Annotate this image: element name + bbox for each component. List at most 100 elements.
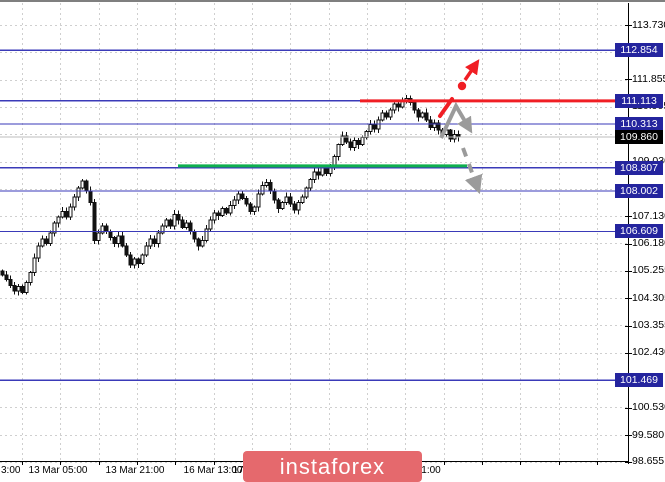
- candle-body: [20, 286, 25, 294]
- candle-body: [136, 258, 141, 265]
- candle-body: [364, 131, 369, 138]
- candle-body: [424, 112, 429, 121]
- candle-body: [216, 212, 221, 217]
- candle-body: [344, 135, 349, 143]
- price-level-badge: 108.002: [615, 184, 663, 199]
- candle-body: [264, 181, 269, 186]
- candle-body: [8, 278, 13, 286]
- y-tick-label: 105.255: [632, 264, 665, 277]
- candle-body: [40, 238, 45, 247]
- candle-body: [420, 112, 425, 118]
- price-level-badge: 110.313: [615, 117, 663, 132]
- candle-body: [384, 112, 389, 118]
- candle-body: [292, 203, 297, 211]
- y-tick-label: 107.130: [632, 209, 665, 222]
- candle-body: [272, 190, 277, 201]
- watermark-text: instaforex: [279, 453, 386, 479]
- gray-zigzag-arrow: [439, 101, 473, 139]
- candle-body: [336, 144, 341, 157]
- y-tick-label: 106.180: [632, 237, 665, 250]
- candle-body: [256, 193, 261, 208]
- candle-body: [396, 103, 401, 108]
- candle-body: [132, 258, 137, 266]
- candle-body: [100, 225, 105, 234]
- candle-body: [76, 187, 81, 198]
- candle-body: [368, 123, 373, 133]
- candle-body: [188, 222, 193, 233]
- candle-body: [144, 245, 149, 256]
- candle-body: [380, 112, 385, 121]
- x-tick-label: 3:00: [1, 465, 21, 476]
- x-tick-label: 13 Mar 05:00: [28, 465, 88, 476]
- candle-body: [184, 222, 189, 228]
- candle-body: [360, 136, 365, 146]
- candle-body: [148, 238, 153, 247]
- candle-body: [296, 202, 301, 211]
- y-tick-label: 104.305: [632, 291, 665, 304]
- candle-body: [4, 274, 9, 280]
- candle-body: [44, 238, 49, 244]
- candle-body: [192, 231, 197, 240]
- candle-body: [68, 206, 73, 218]
- candle-body: [92, 202, 97, 241]
- chart-top-border: [0, 0, 665, 2]
- candle-body: [84, 180, 89, 192]
- candle-body: [172, 213, 177, 227]
- candle-body: [260, 184, 265, 195]
- candle-body: [304, 187, 309, 198]
- candle-body: [32, 257, 37, 273]
- candle-body: [212, 212, 217, 221]
- candle-body: [348, 141, 353, 149]
- candle-body: [388, 109, 393, 118]
- candle-body: [416, 109, 421, 118]
- candle-body: [220, 207, 225, 217]
- candle-body: [224, 207, 229, 214]
- price-level-badge: 111.113: [615, 93, 663, 108]
- candle-body: [64, 210, 69, 218]
- price-level-badge: 108.807: [615, 160, 663, 175]
- candle-body: [316, 171, 321, 176]
- price-level-badge: 109.860: [615, 130, 663, 145]
- y-tick-label: 102.430: [632, 346, 665, 359]
- candle-body: [308, 178, 313, 189]
- candle-body: [0, 270, 5, 276]
- candle-body: [196, 238, 201, 247]
- candle-body: [324, 167, 329, 175]
- x-tick-label: 13 Mar 21:00: [105, 465, 165, 476]
- candle-body: [116, 235, 121, 244]
- y-tick-label: 103.355: [632, 319, 665, 332]
- candle-body: [12, 284, 17, 292]
- candle-body: [356, 139, 361, 146]
- y-tick-label: 99.580: [632, 428, 665, 441]
- candle-body: [96, 232, 101, 241]
- candle-body: [112, 236, 117, 244]
- candle-body: [372, 123, 377, 130]
- red-slash-mark: [438, 97, 454, 118]
- x-tick-label: 1:00: [421, 465, 441, 476]
- candle-body: [28, 271, 33, 283]
- candle-body: [164, 219, 169, 227]
- y-tick-label: 111.855: [632, 72, 665, 85]
- candle-body: [120, 235, 125, 247]
- candle-body: [300, 196, 305, 204]
- candle-body: [248, 203, 253, 212]
- candle-body: [200, 239, 205, 247]
- candle-body: [208, 219, 213, 230]
- candle-body: [276, 199, 281, 209]
- candle-body: [128, 254, 133, 266]
- candle-body: [52, 222, 57, 234]
- x-tick-label: 17: [232, 465, 244, 476]
- candle-body: [244, 197, 249, 205]
- candle-body: [176, 213, 181, 221]
- y-tick-label: 113.730: [632, 18, 665, 31]
- candle-body: [448, 129, 453, 140]
- candle-body: [312, 171, 317, 180]
- candle-body: [252, 206, 257, 212]
- candle-body: [392, 103, 397, 111]
- candle-body: [204, 228, 209, 241]
- y-tick-label: 100.530: [632, 401, 665, 414]
- candle-body: [88, 190, 93, 204]
- candle-body: [352, 139, 357, 149]
